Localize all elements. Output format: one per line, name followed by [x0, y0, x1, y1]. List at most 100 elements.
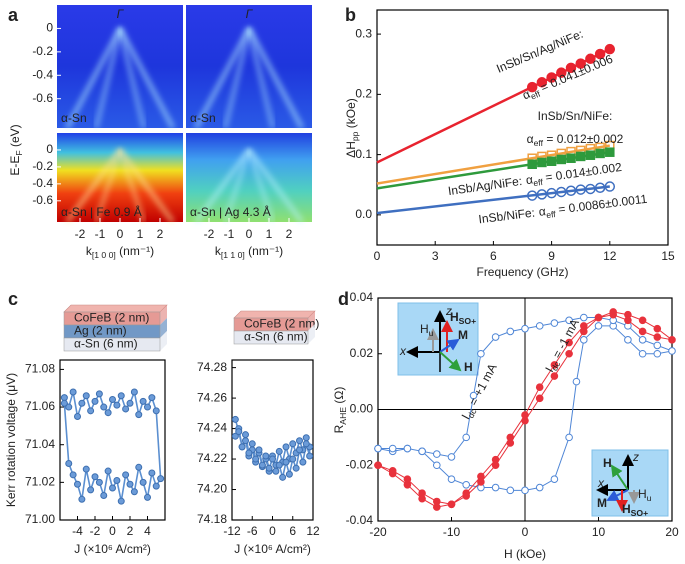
- marker: [242, 431, 249, 439]
- marker: [82, 392, 90, 400]
- y-axis-label-unit: (kOe): [344, 98, 358, 131]
- series-alpha-unit: = 0.012±0.002: [543, 132, 624, 146]
- y-tick-label: -0.6: [32, 91, 53, 105]
- series-alpha-unit: = 0.0086±0.0011: [554, 192, 648, 217]
- x-tick-label: -2: [90, 524, 101, 538]
- band-feature: [117, 149, 147, 223]
- marker: [282, 443, 290, 451]
- layer-label: CoFeB (2 nm): [244, 317, 319, 331]
- y-tick-label: -0.4: [32, 67, 53, 81]
- inset-label: M: [458, 328, 468, 342]
- marker: [565, 338, 573, 347]
- marker: [491, 483, 500, 492]
- x-tick-label: -10: [443, 525, 461, 539]
- marker: [447, 453, 456, 461]
- marker: [447, 500, 456, 509]
- y-tick-label: 0.00: [350, 402, 374, 416]
- inset-label: H: [464, 360, 473, 374]
- band-feature: [93, 149, 123, 223]
- marker: [374, 461, 382, 470]
- y-tick-label: 0.2: [355, 87, 372, 101]
- fit-line: [376, 144, 611, 185]
- x-axis-label: H (kOe): [504, 547, 546, 561]
- x-axis-label-main: k: [215, 244, 222, 258]
- marker: [604, 181, 616, 192]
- marker: [289, 440, 297, 448]
- marker: [113, 401, 121, 409]
- inset-label: H: [603, 456, 612, 470]
- marker: [144, 493, 151, 501]
- x-tick-label: 12: [306, 524, 320, 538]
- marker: [594, 313, 603, 322]
- marker: [152, 482, 160, 490]
- marker: [624, 310, 632, 319]
- marker: [126, 399, 134, 407]
- y-axis-label: RAHE (Ω): [332, 387, 348, 434]
- marker: [566, 153, 576, 163]
- marker: [302, 440, 310, 448]
- marker: [296, 437, 303, 445]
- band-feature: [193, 27, 252, 130]
- x-axis-label-main: H: [504, 547, 513, 561]
- y-tick-label: -0.2: [32, 159, 53, 173]
- x-axis-label-unit: (kOe): [513, 547, 546, 561]
- marker: [546, 156, 557, 166]
- inset-label: HSO+: [622, 502, 648, 518]
- x-tick-label: -2: [204, 227, 215, 241]
- inset-label: M: [597, 496, 607, 510]
- y-tick-label: 0: [46, 142, 53, 156]
- marker: [275, 461, 283, 469]
- marker: [91, 473, 99, 481]
- x-tick-label: 0: [269, 524, 276, 538]
- marker: [60, 399, 68, 407]
- marker: [550, 319, 559, 327]
- inset-label-main: H: [622, 502, 631, 516]
- series-alpha-sub: eff: [529, 89, 542, 102]
- gamma-label: Γ: [246, 7, 254, 21]
- image-label: α-Sn: [61, 111, 87, 125]
- layer-label: CoFeB (2 nm): [74, 311, 149, 325]
- marker: [668, 336, 676, 344]
- y-tick-label: 71.00: [25, 512, 55, 526]
- layer-side: [160, 318, 167, 338]
- x-tick-label: 2: [157, 227, 164, 241]
- marker: [122, 405, 130, 413]
- series-label: InSb/Sn/NiFe:: [538, 109, 613, 123]
- marker: [585, 53, 596, 65]
- y-axis-label-sub: AHE: [338, 407, 348, 425]
- marker: [135, 411, 143, 419]
- marker: [556, 67, 567, 78]
- marker: [65, 403, 73, 411]
- marker: [238, 443, 246, 451]
- plot-frame: [376, 9, 669, 246]
- x-axis-label-unit: (nm⁻¹): [116, 244, 154, 258]
- marker: [60, 394, 68, 402]
- marker: [255, 446, 263, 454]
- marker: [580, 313, 588, 322]
- inset-label-sub: u: [647, 493, 652, 503]
- marker: [272, 467, 280, 475]
- marker: [275, 447, 283, 455]
- x-axis-label-sub: [1 0 0]: [92, 250, 116, 260]
- marker: [556, 154, 567, 165]
- inset-label-sub: SO+: [631, 508, 649, 518]
- inset-label-sub: u: [429, 328, 434, 338]
- inset-label: Hu: [638, 487, 652, 503]
- inset-arrow: [606, 489, 629, 501]
- series-name: InSb/Ag/NiFe:: [447, 174, 523, 198]
- gamma-label: Γ: [117, 7, 125, 21]
- marker: [148, 469, 156, 477]
- marker: [521, 324, 529, 333]
- marker: [306, 452, 314, 460]
- x-tick-label: 0: [109, 524, 116, 538]
- layer-side: [308, 324, 315, 344]
- marker: [550, 475, 559, 483]
- x-tick-label: 9: [548, 249, 555, 263]
- x-tick-label: 2: [127, 524, 134, 538]
- x-tick-label: -20: [369, 525, 387, 539]
- fit-line: [376, 185, 610, 215]
- x-tick-label: 12: [603, 249, 617, 263]
- marker: [491, 333, 500, 341]
- marker: [624, 336, 632, 344]
